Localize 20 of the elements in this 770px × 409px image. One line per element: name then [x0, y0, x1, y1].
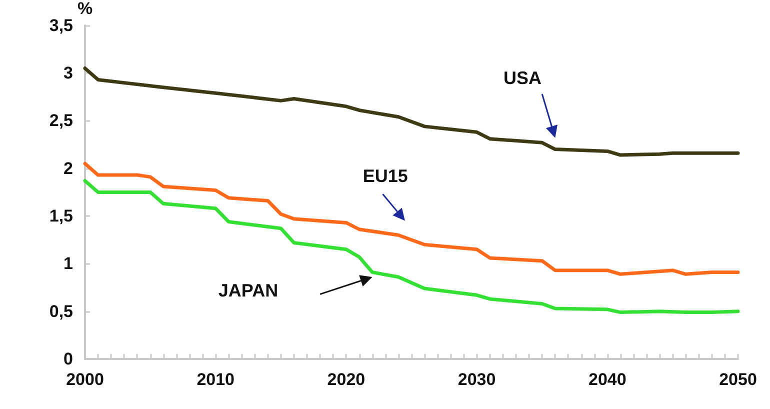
line-series: [83, 162, 740, 276]
x-tick-label: 2040: [588, 370, 626, 389]
y-tick-label: 2,5: [49, 111, 73, 130]
y-tick-label: 3,5: [49, 16, 73, 35]
y-tick-label: 0: [64, 350, 73, 368]
x-tick-label: 2050: [719, 370, 757, 389]
y-tick-label: 2: [64, 158, 73, 178]
y-axis-title: %: [77, 0, 93, 18]
text: JAPAN: [218, 280, 278, 300]
y-tick-label: 1: [64, 254, 73, 274]
y-tick-label: 0,5: [49, 302, 73, 321]
y-tick-label: 1,5: [49, 206, 73, 226]
text: USA: [504, 68, 542, 88]
line-series: [83, 66, 740, 157]
x-tick-label: 2010: [196, 370, 235, 389]
y-tick-label: 3: [64, 64, 73, 83]
x-tick-label: 2000: [66, 370, 104, 389]
text: EU15: [362, 166, 408, 186]
x-tick-label: 2020: [327, 370, 366, 389]
x-tick-label: 2030: [458, 370, 496, 389]
